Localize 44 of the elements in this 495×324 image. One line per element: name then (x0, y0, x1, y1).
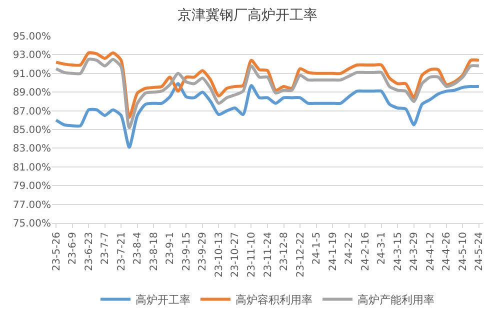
y-tick-label: 75.00% (12, 218, 51, 230)
chart-title: 京津冀钢厂高炉开工率 (178, 8, 318, 24)
x-tick-label: 23-11-10 (246, 232, 258, 278)
x-tick-label: 23-8-4 (132, 232, 144, 265)
x-tick-label: 23-10-27 (230, 232, 242, 278)
x-tick-label: 23-12-8 (279, 232, 290, 272)
y-tick-label: 87.00% (12, 106, 51, 118)
x-tick-label: 24-2-2 (344, 232, 356, 265)
y-tick-label: 93.00% (12, 50, 51, 62)
x-tick-label: 23-9-1 (165, 232, 176, 265)
x-tick-label: 23-10-13 (214, 232, 225, 278)
x-tick-label: 23-11-24 (262, 232, 274, 278)
x-tick-label: 24-2-16 (360, 232, 372, 272)
x-tick-label: 24-4-26 (442, 232, 453, 272)
x-tick-label: 23-7-7 (100, 232, 112, 265)
y-tick-label: 83.00% (12, 144, 51, 155)
y-tick-label: 77.00% (12, 200, 51, 211)
x-tick-label: 24-3-29 (409, 232, 420, 272)
y-tick-label: 81.00% (12, 162, 51, 174)
y-tick-label: 89.00% (12, 88, 51, 99)
x-tick-label: 23-6-9 (68, 232, 79, 265)
x-tick-label: 24-1-19 (328, 232, 339, 272)
y-tick-label: 79.00% (12, 181, 51, 192)
y-tick-label: 91.00% (12, 68, 51, 80)
legend-label: 高炉开工率 (136, 294, 190, 306)
line-series (54, 58, 480, 130)
x-tick-label: 23-6-23 (84, 232, 95, 272)
x-tick-label: 24-1-5 (312, 232, 323, 265)
y-tick-label: 85.00% (12, 125, 51, 136)
x-tick-label: 24-3-1 (376, 232, 388, 265)
x-tick-label: 23-9-29 (198, 232, 209, 272)
y-tick-label: 95.00% (12, 32, 51, 42)
x-tick-label: 24-5-10 (458, 232, 469, 272)
x-tick-label: 24-4-12 (425, 232, 436, 272)
x-tick-label: 24-5-24 (474, 232, 486, 272)
x-tick-label: 23-8-18 (148, 232, 160, 272)
legend-label: 高炉产能利用率 (358, 294, 434, 306)
legend-label: 高炉容积利用率 (236, 294, 312, 306)
x-tick-label: 23-12-22 (295, 232, 306, 278)
x-tick-label: 23-5-26 (51, 232, 62, 272)
x-tick-label: 24-3-15 (392, 232, 404, 272)
x-tick-label: 23-9-15 (181, 232, 192, 272)
line-series (54, 82, 480, 149)
x-tick-label: 23-7-21 (116, 232, 128, 272)
